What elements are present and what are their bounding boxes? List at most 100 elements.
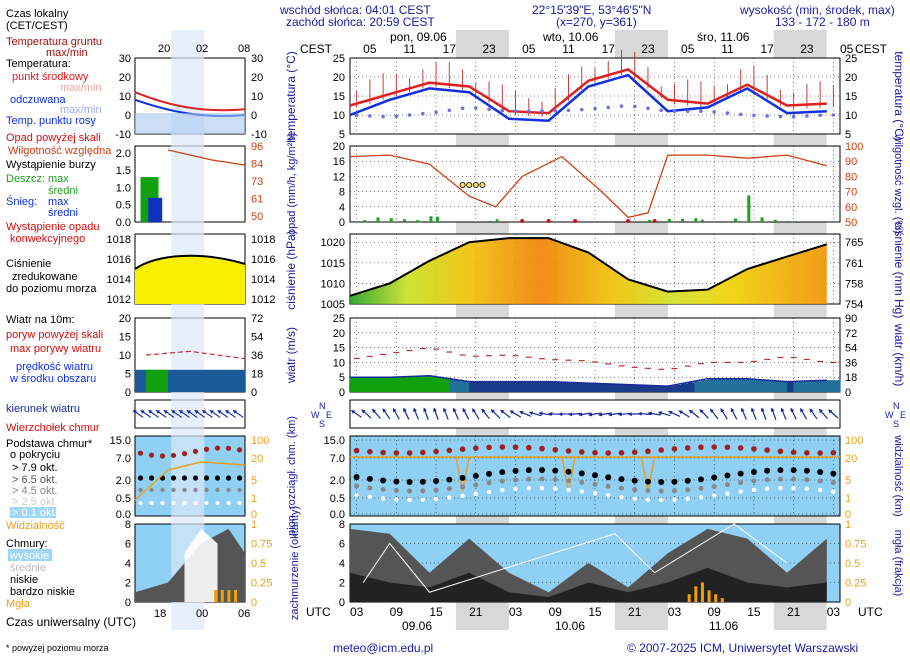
- wind-speed-bar: [555, 381, 563, 392]
- rain-bar: [429, 216, 433, 222]
- wind-speed-bar: [369, 377, 378, 392]
- wind-arrow-icon: [452, 407, 459, 420]
- wind-speed-bar: [515, 381, 523, 392]
- legend-pressure-2: zredukowane: [12, 271, 77, 283]
- wind-arrow-head: [509, 410, 514, 415]
- cloud-base-dot: [698, 485, 704, 491]
- legend-wind-arrow-icon: [201, 409, 213, 418]
- legend-cover-ytick: 2: [125, 578, 131, 590]
- cloud-base-dot: [791, 485, 796, 491]
- cloud-base-dot: [724, 482, 730, 488]
- wind-arrow-icon: [588, 412, 602, 417]
- legend-okt-1: > 7.9 okt.: [12, 462, 58, 474]
- wind-arrow-icon: [699, 408, 709, 419]
- legend-cloud-base-dot: [138, 487, 143, 493]
- cloud-base-dot: [486, 489, 492, 495]
- wind-speed-bar: [350, 377, 358, 392]
- dew-point-dot: [672, 109, 677, 113]
- wind-arrow-icon: [433, 407, 439, 420]
- cloud-base-dot: [354, 483, 360, 489]
- wind-arrow-icon: [403, 407, 410, 420]
- pressure-line: [349, 237, 828, 297]
- cloud-base-dot: [685, 487, 691, 493]
- cloud-base-dot: [697, 476, 704, 483]
- legend-cloud-base-dot: [160, 501, 165, 505]
- cloud-base-dot: [817, 468, 824, 475]
- legend-snow-mid: średni: [48, 207, 78, 219]
- wind-speed-bar: [614, 384, 623, 392]
- cloud-base-dot: [764, 477, 770, 483]
- legend-snow-max: max: [48, 196, 69, 208]
- bottom-timezone: UTC: [306, 605, 331, 619]
- footer-email[interactable]: meteo@icm.edu.pl: [333, 641, 433, 655]
- legend-okt-5: > 0.1 okt.: [12, 507, 58, 519]
- legend-cloud-y2tick: 1: [251, 493, 257, 505]
- wind-arrow-head: [382, 408, 387, 413]
- cloud-top-dot: [631, 449, 638, 456]
- cloud-base-dot: [684, 477, 691, 484]
- legend-wind-arrow-icon: [155, 409, 167, 418]
- wind-arrow-icon: [607, 412, 621, 417]
- cloud-top-dot: [552, 446, 559, 453]
- dew-point-dot: [579, 107, 584, 112]
- temp-axis-title: temperatura (°C): [284, 51, 298, 141]
- wind-speed-bar: [720, 378, 729, 392]
- dew-point-dot: [805, 114, 809, 118]
- legend-wind-y2tick: 0: [251, 387, 257, 399]
- cloud-base-dot: [631, 477, 638, 484]
- legend-dew-area: [135, 113, 245, 134]
- legend-pres-y2tick: 1018: [251, 234, 275, 246]
- wind-speed-bar: [667, 386, 676, 392]
- cloud-base-dot: [659, 497, 664, 503]
- cloud-base-dot: [565, 468, 572, 475]
- legend-wind-arrow-icon: [224, 409, 236, 418]
- legend-arrow-head: [186, 409, 191, 414]
- legend-cloud-base-dot: [138, 501, 143, 505]
- cloud-base-dot: [526, 485, 531, 491]
- wind-arrow-head: [433, 407, 437, 412]
- cloud-base-dot: [618, 476, 625, 483]
- rain-bar: [647, 220, 651, 222]
- rain-bar: [416, 220, 420, 222]
- legend-cloud-base: Podstawa chmur*: [6, 438, 93, 450]
- legend-arrow-head: [140, 409, 145, 414]
- legend-arrow-head: [209, 409, 214, 414]
- cloud-base-dot: [738, 480, 744, 486]
- wind-speed-bar: [396, 376, 404, 392]
- elevation-values: 133 - 172 - 180 m: [775, 15, 870, 29]
- wind-axis-title-right: wiatr (km/h): [892, 323, 906, 387]
- legend-cover-ytick: 4: [125, 558, 131, 570]
- legend-rain: Deszcz:: [6, 173, 45, 185]
- cloud-top-dot: [473, 445, 479, 451]
- wind-arrow-icon: [709, 408, 719, 420]
- legend-utc-1: 18: [154, 608, 166, 620]
- cloud-base-dot: [619, 494, 624, 500]
- pressure-y2tick: 758: [845, 278, 863, 290]
- dew-point-dot: [553, 109, 558, 113]
- legend-cover-ytick: 6: [125, 539, 131, 551]
- legend-fog-tick: 1: [251, 519, 257, 531]
- sunset-text: zachód słońca: 20:59 CEST: [286, 15, 435, 29]
- cloud-base-dot: [671, 478, 678, 485]
- bottom-day-3: 11.06: [709, 619, 738, 633]
- cloud-base-dot: [539, 485, 545, 491]
- wind-arrow-head: [688, 409, 694, 414]
- compass-s-right: S: [893, 419, 899, 429]
- cloud-base-dot: [750, 468, 757, 475]
- dew-point-dot: [818, 113, 822, 118]
- pressure-area: [350, 238, 827, 304]
- wind-arrow-icon: [371, 408, 381, 419]
- wind-arrow-icon: [598, 412, 611, 417]
- cloud-top-dot: [380, 449, 386, 456]
- wind-speed-bar: [389, 377, 397, 392]
- legend-cloud-top-dot: [170, 452, 177, 459]
- legend-pres-ytick: 1014: [107, 274, 131, 286]
- cloud-top-dot: [592, 449, 598, 456]
- cloud-base-dot: [579, 489, 584, 494]
- legend-cloud-base-dot: [237, 487, 242, 493]
- wind-arrow-head: [760, 407, 765, 412]
- wind-speed-bar: [654, 385, 662, 392]
- wind-speed-bar: [442, 377, 450, 392]
- wind-arrow-head: [627, 412, 632, 417]
